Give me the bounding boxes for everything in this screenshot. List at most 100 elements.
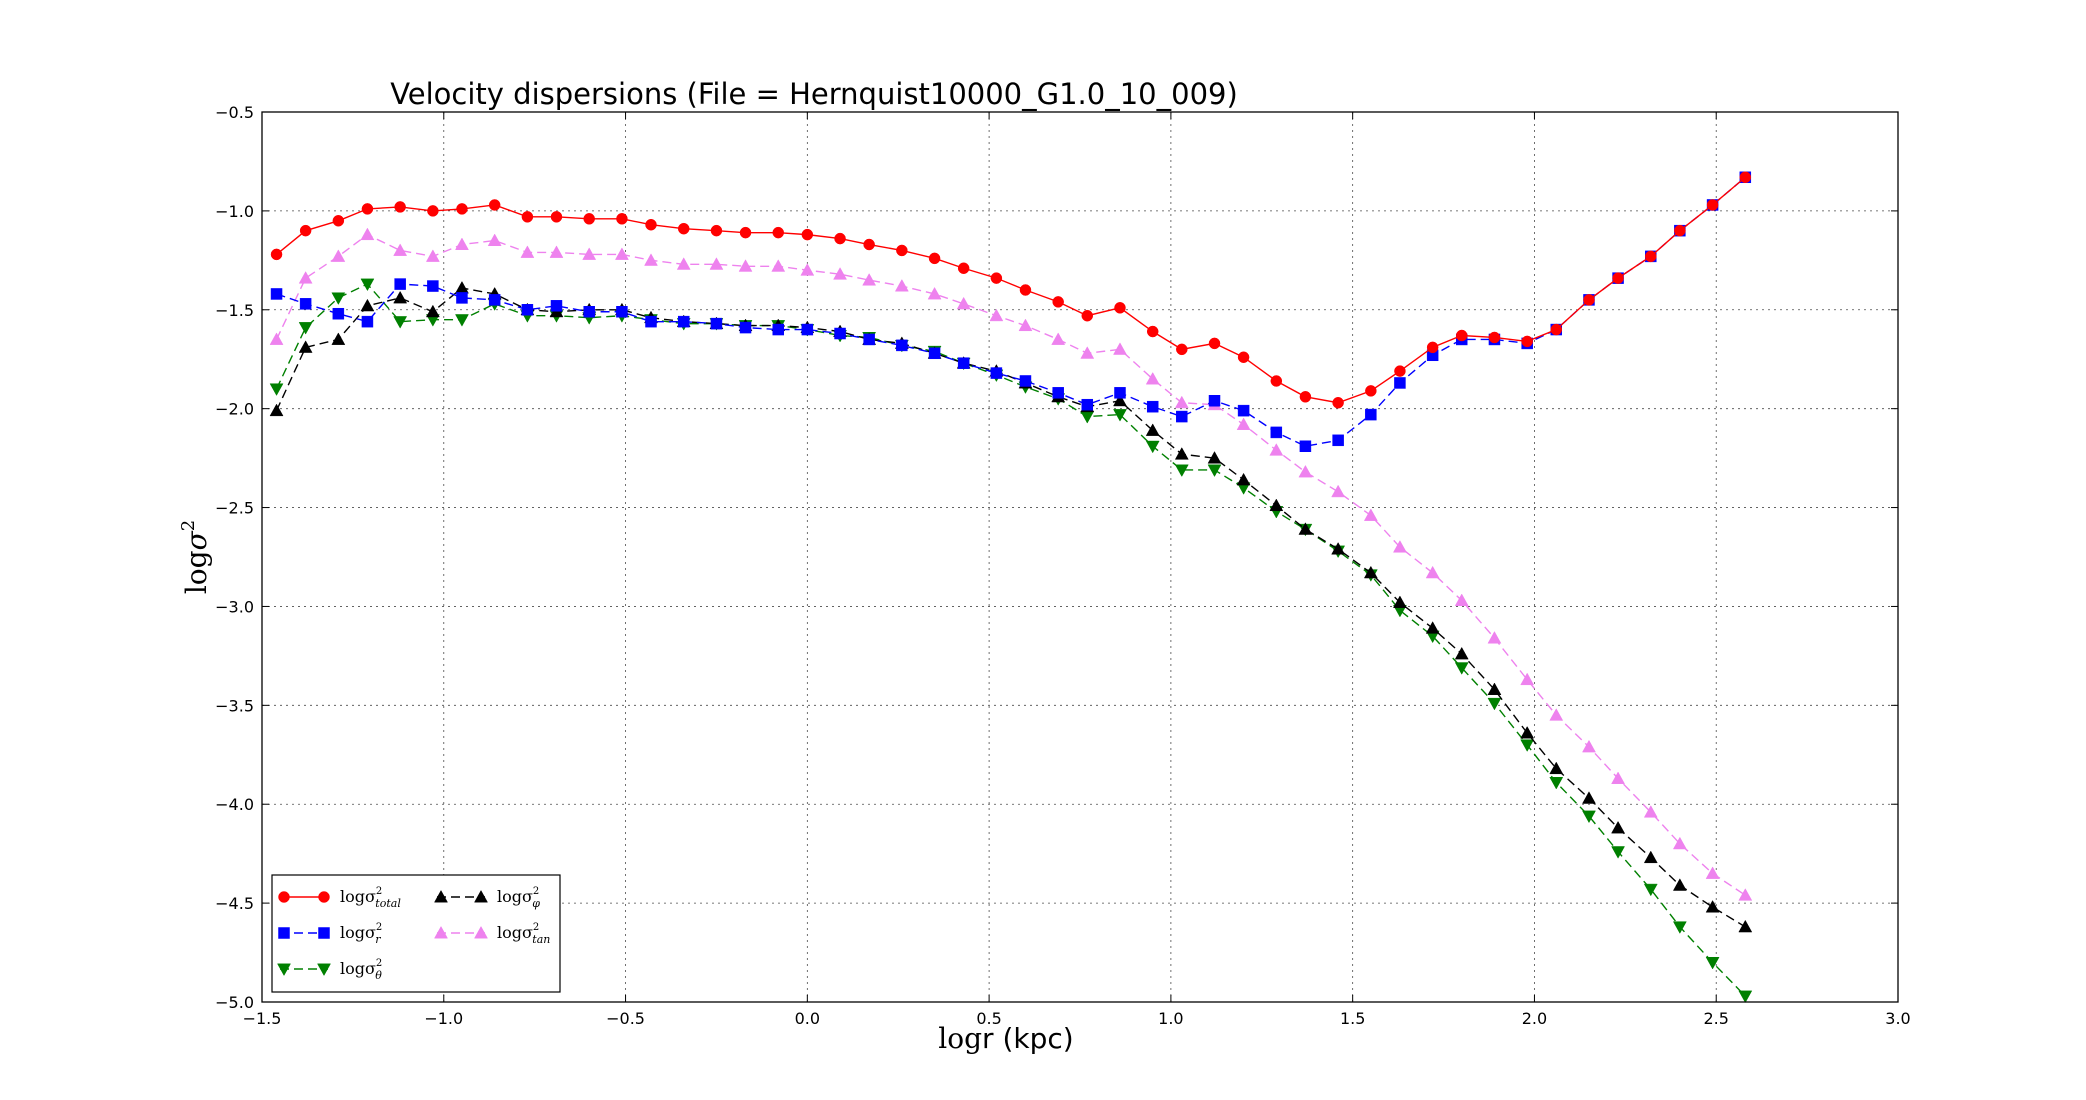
- legend-label: logσ2 r: [340, 922, 382, 946]
- data-point-tan: [1051, 332, 1066, 345]
- data-point-r: [427, 280, 439, 292]
- y-tick-label: −1.0: [215, 202, 254, 221]
- data-point-φ: [1207, 451, 1222, 464]
- data-point-θ: [455, 314, 469, 327]
- y-tick-label: −0.5: [215, 103, 254, 122]
- data-point-tan: [614, 247, 629, 260]
- data-point-r: [332, 307, 345, 320]
- plot-frame: [261, 111, 1899, 1003]
- data-point-total: [1146, 325, 1159, 338]
- y-axis-label: logσ2: [178, 520, 213, 594]
- data-point-tan: [520, 245, 535, 258]
- data-point-θ: [1611, 846, 1625, 859]
- data-point-tan: [833, 267, 847, 280]
- y-tick-label: −3.0: [215, 597, 254, 616]
- data-point-tan: [1549, 708, 1564, 721]
- y-tick-label: −2.0: [215, 400, 254, 419]
- x-axis-label: logr (kpc): [938, 1022, 1073, 1055]
- data-point-θ: [1672, 921, 1687, 934]
- data-point-tan: [1174, 395, 1189, 409]
- data-point-total: [1612, 272, 1624, 284]
- x-tick-label: 2.0: [1522, 1009, 1547, 1028]
- y-tick-label: −4.5: [215, 894, 254, 913]
- data-point-φ: [393, 290, 408, 304]
- data-point-total: [1081, 309, 1094, 322]
- legend-label-sup: 2: [533, 922, 539, 933]
- legend-marker: [278, 891, 290, 903]
- data-point-tan: [1331, 484, 1346, 498]
- data-point-φ: [1611, 820, 1625, 834]
- data-point-tan: [927, 286, 942, 300]
- data-point-total: [1488, 331, 1501, 344]
- legend-entry-tan: logσ2 tan: [434, 922, 550, 946]
- legend-entry-φ: logσ2 φ: [434, 886, 540, 910]
- legend-label-sup: 2: [533, 886, 539, 897]
- data-point-tan: [709, 257, 724, 270]
- data-point-total: [550, 211, 563, 223]
- data-point-θ: [1113, 409, 1127, 422]
- data-point-tan: [862, 273, 877, 286]
- x-tick-label: 0.0: [795, 1009, 820, 1028]
- legend-entry-total: logσ2 total: [278, 886, 401, 910]
- data-point-tan: [771, 259, 786, 272]
- data-point-tan: [738, 259, 753, 272]
- data-point-total: [361, 203, 374, 215]
- legend-label: logσ2 total: [340, 886, 401, 910]
- legend-marker: [277, 963, 291, 977]
- data-point-θ: [1487, 697, 1502, 711]
- data-point-total: [521, 211, 534, 223]
- data-point-tan: [1487, 631, 1502, 644]
- data-point-tan: [1425, 565, 1440, 579]
- ticks: −1.5 −1.0 −0.5 0.0 0.5 1.0 1.5 2.0 2.5 3.0 −0.5 −1.…: [215, 103, 1911, 1028]
- data-point-θ: [298, 322, 313, 335]
- data-point-φ: [1549, 761, 1564, 775]
- legend-label-sub: tan: [532, 933, 550, 946]
- data-point-total: [1426, 341, 1439, 354]
- y-tick-label: −2.5: [215, 499, 254, 518]
- data-point-total: [710, 224, 723, 237]
- legend-label-sub: θ: [375, 969, 382, 982]
- legend-label-main: logσ: [340, 923, 376, 942]
- data-point-total: [332, 215, 345, 227]
- data-point-r: [361, 315, 374, 328]
- data-point-tan: [1738, 888, 1753, 901]
- x-axis-label-log: log: [938, 1022, 982, 1055]
- data-point-tan: [676, 257, 691, 270]
- data-point-total: [834, 232, 846, 245]
- data-point-total: [863, 238, 875, 251]
- data-point-tan: [956, 296, 971, 310]
- data-point-θ: [393, 316, 408, 329]
- data-point-total: [1237, 351, 1250, 363]
- data-point-r: [896, 339, 908, 352]
- legend-label-main: logσ: [497, 887, 533, 906]
- data-point-r: [1019, 375, 1032, 387]
- data-point-total: [299, 224, 312, 237]
- data-point-θ: [331, 292, 346, 305]
- data-point-θ: [1145, 440, 1160, 454]
- data-point-φ: [298, 340, 313, 353]
- data-point-r: [1052, 387, 1064, 399]
- data-point-φ: [1643, 850, 1658, 864]
- data-point-total: [1019, 284, 1032, 296]
- x-tick-label: 1.0: [1158, 1009, 1183, 1028]
- legend-marker: [434, 925, 448, 939]
- legend-label-sup: 2: [376, 886, 382, 897]
- x-tick-label: −1.5: [243, 1009, 282, 1028]
- data-point-r: [834, 327, 846, 340]
- data-point-r: [1365, 408, 1377, 421]
- x-tick-label: 0.5: [976, 1009, 1001, 1028]
- data-point-r: [1237, 404, 1250, 417]
- data-point-total: [1394, 365, 1406, 377]
- data-point-r: [488, 294, 501, 306]
- data-point-θ: [1549, 777, 1564, 790]
- data-point-φ: [1269, 498, 1284, 512]
- data-point-tan: [360, 227, 375, 241]
- data-point-tan: [487, 233, 502, 247]
- data-point-θ: [1454, 662, 1469, 675]
- y-tick-label: −3.5: [215, 696, 254, 715]
- data-point-φ: [1487, 682, 1502, 695]
- data-point-tan: [1269, 443, 1284, 456]
- legend-label-sub: φ: [532, 897, 540, 910]
